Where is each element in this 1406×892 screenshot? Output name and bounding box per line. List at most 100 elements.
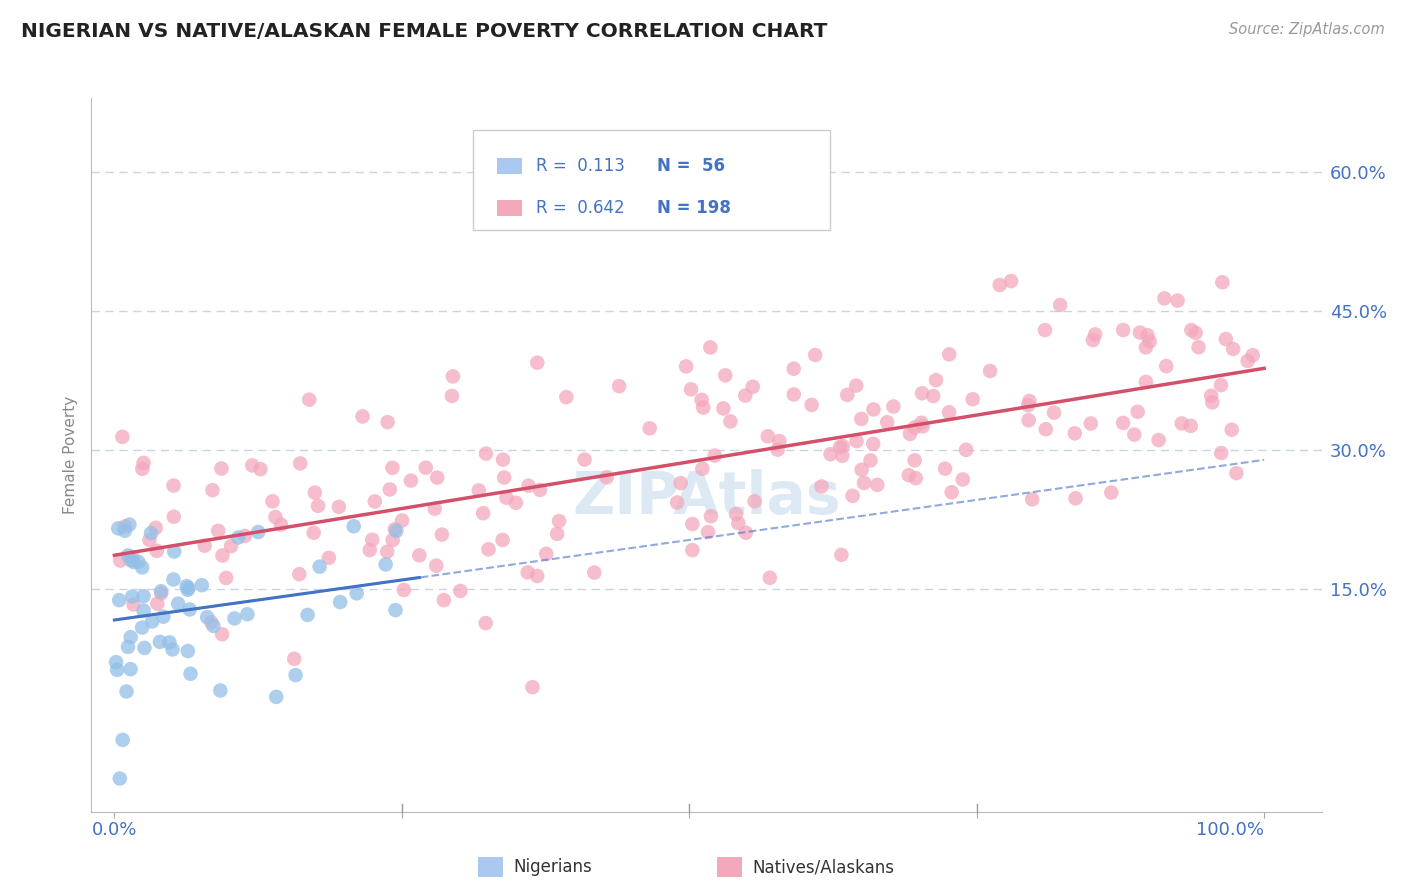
Point xyxy=(177,581,200,595)
Point xyxy=(384,603,406,617)
Point xyxy=(910,416,932,430)
Point xyxy=(534,547,557,561)
Text: NIGERIAN VS NATIVE/ALASKAN FEMALE POVERTY CORRELATION CHART: NIGERIAN VS NATIVE/ALASKAN FEMALE POVERT… xyxy=(21,22,828,41)
Point xyxy=(1153,292,1175,306)
Point xyxy=(167,597,190,611)
Point xyxy=(666,495,689,509)
Point xyxy=(381,533,404,547)
Point xyxy=(392,582,415,597)
Point xyxy=(108,553,131,567)
Point xyxy=(343,519,366,533)
Point xyxy=(399,474,422,488)
FancyBboxPatch shape xyxy=(472,130,830,230)
Point xyxy=(139,526,162,541)
Point xyxy=(264,690,287,704)
Point xyxy=(938,347,960,361)
Point xyxy=(114,524,136,538)
Point xyxy=(734,388,756,402)
Point xyxy=(505,496,527,510)
Point xyxy=(681,543,703,558)
Point xyxy=(118,517,141,532)
Point xyxy=(224,611,246,625)
Point xyxy=(262,494,284,508)
Text: 0.0%: 0.0% xyxy=(91,821,136,839)
Point xyxy=(988,278,1011,293)
Point xyxy=(1209,378,1232,392)
Point xyxy=(145,521,167,535)
Point xyxy=(233,529,256,543)
Y-axis label: Female Poverty: Female Poverty xyxy=(62,396,77,514)
Point xyxy=(882,400,904,414)
Point xyxy=(177,582,200,597)
Point xyxy=(526,356,548,370)
Point xyxy=(195,610,218,624)
Point xyxy=(1180,323,1202,337)
Point xyxy=(163,544,186,558)
Point xyxy=(131,462,153,476)
Text: Natives/Alaskans: Natives/Alaskans xyxy=(752,858,894,876)
Point xyxy=(820,447,842,461)
Point xyxy=(955,442,977,457)
Point xyxy=(430,527,453,541)
Point xyxy=(831,439,853,453)
Point xyxy=(804,348,827,362)
Point xyxy=(359,543,381,558)
Point xyxy=(179,602,201,616)
Point xyxy=(176,579,198,593)
Point xyxy=(374,558,396,572)
Point xyxy=(841,489,863,503)
Point xyxy=(163,509,186,524)
Point xyxy=(555,390,578,404)
Point xyxy=(105,663,128,677)
Point xyxy=(522,680,544,694)
Point xyxy=(1222,342,1244,356)
Point xyxy=(384,522,406,536)
Point xyxy=(1187,340,1209,354)
Point xyxy=(449,583,471,598)
Point xyxy=(297,607,319,622)
Point xyxy=(830,548,852,562)
Text: Source: ZipAtlas.com: Source: ZipAtlas.com xyxy=(1229,22,1385,37)
Point xyxy=(938,405,960,419)
Point xyxy=(1049,298,1071,312)
Point xyxy=(120,662,142,676)
Point xyxy=(1126,405,1149,419)
Point xyxy=(744,494,766,508)
Point xyxy=(494,470,516,484)
Point xyxy=(290,457,312,471)
Point xyxy=(862,436,884,450)
Text: ZIPAtlas: ZIPAtlas xyxy=(572,469,841,526)
Point xyxy=(202,619,225,633)
Point xyxy=(1099,485,1122,500)
Point xyxy=(122,598,145,612)
Point xyxy=(132,604,155,618)
Point xyxy=(810,479,832,493)
Point xyxy=(352,409,374,424)
Point xyxy=(1129,326,1152,340)
Point xyxy=(692,462,714,476)
Point xyxy=(191,578,214,592)
Point xyxy=(308,559,330,574)
Point xyxy=(692,401,714,415)
Text: R =  0.113: R = 0.113 xyxy=(537,157,626,175)
Point xyxy=(329,595,352,609)
Point xyxy=(146,597,169,611)
Point xyxy=(226,531,249,545)
Point xyxy=(211,549,233,563)
Point xyxy=(898,426,921,441)
Point xyxy=(1180,418,1202,433)
Point xyxy=(440,389,463,403)
Point xyxy=(247,524,270,539)
Point xyxy=(903,420,925,434)
Point xyxy=(302,525,325,540)
Point xyxy=(495,491,517,505)
Point xyxy=(468,483,491,498)
Point xyxy=(1201,395,1223,409)
Point xyxy=(201,483,224,498)
Point xyxy=(675,359,697,374)
Point xyxy=(638,421,661,435)
Point xyxy=(121,590,143,604)
Point xyxy=(474,616,496,631)
Point xyxy=(491,533,513,547)
Point xyxy=(718,414,741,428)
